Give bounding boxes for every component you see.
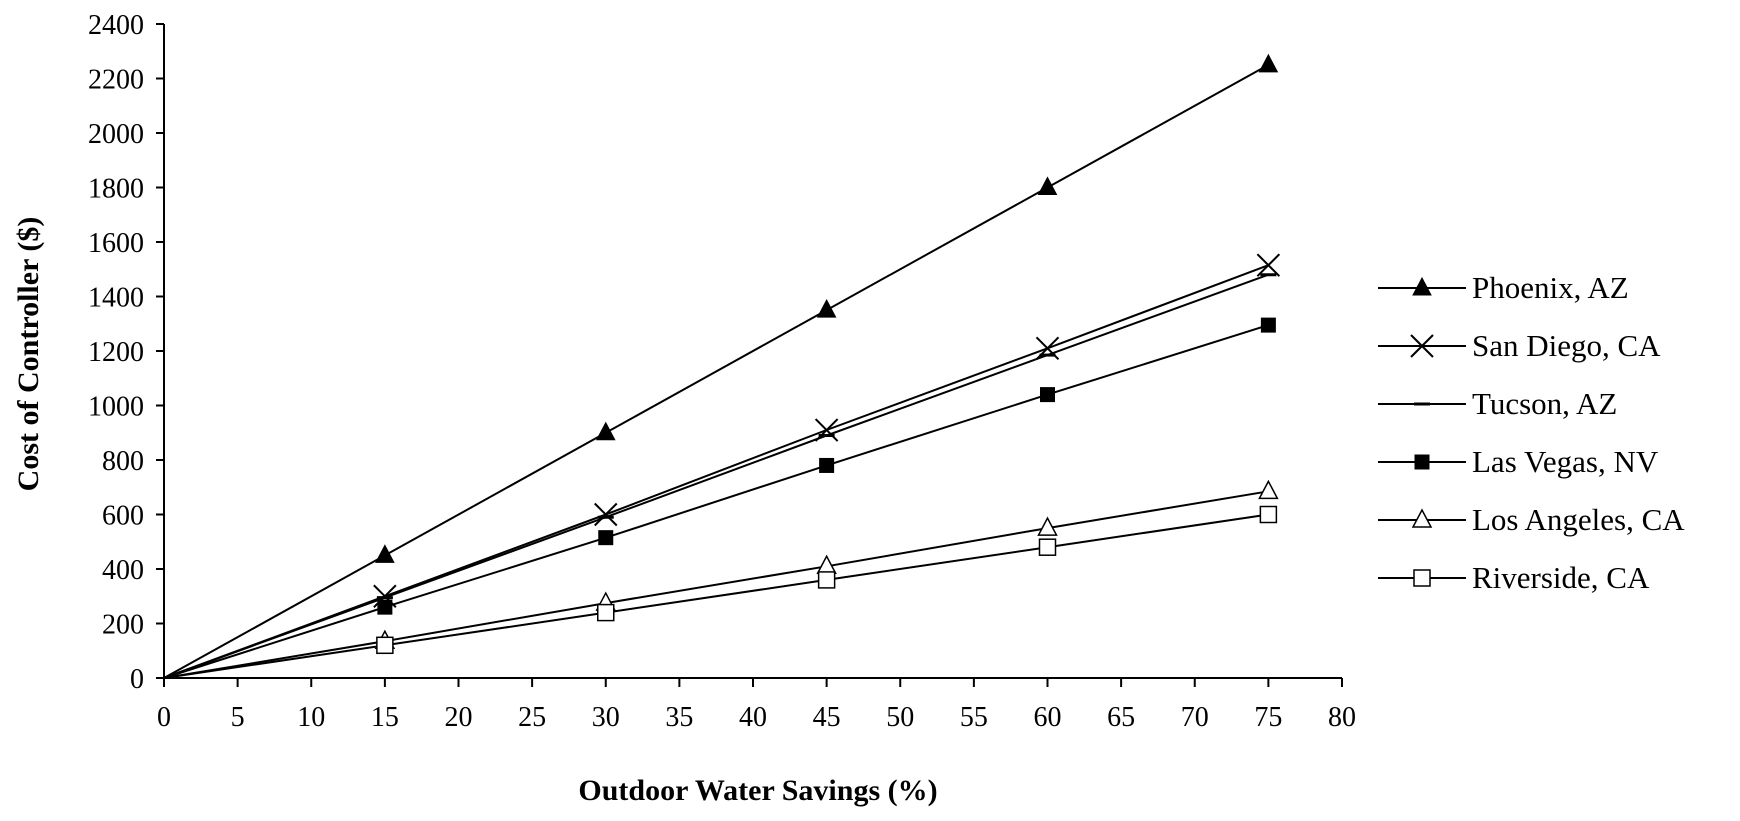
y-tick-label: 800	[102, 446, 144, 477]
y-tick-label: 1200	[88, 337, 144, 368]
y-tick-label: 1000	[88, 392, 144, 423]
x-tick-label: 50	[886, 702, 914, 733]
legend-item: Los Angeles, CA	[1378, 502, 1685, 537]
data-point	[1260, 317, 1276, 333]
data-point	[375, 544, 395, 563]
series-line-phoenix-az	[163, 64, 1269, 679]
series-line-san-diego-ca	[163, 264, 1269, 679]
legend-label: Phoenix, AZ	[1472, 270, 1629, 305]
legend-label: Riverside, CA	[1472, 560, 1650, 595]
series-line-riverside-ca	[163, 513, 1269, 679]
x-tick-label: 15	[371, 702, 399, 733]
y-tick-label: 0	[130, 664, 144, 695]
series-line-los-angeles-ca	[163, 490, 1269, 679]
y-tick-label: 2200	[88, 65, 144, 96]
x-tick-label: 5	[231, 702, 245, 733]
series-tucson-az	[163, 273, 1277, 679]
tick-labels: 0200400600800100012001400160018002000220…	[88, 10, 1356, 733]
legend-item: Phoenix, AZ	[1378, 270, 1629, 305]
legend-marker	[1414, 454, 1430, 470]
data-point	[1037, 516, 1058, 536]
series-lines	[163, 53, 1281, 679]
legend-label: San Diego, CA	[1472, 328, 1661, 363]
legend: Phoenix, AZ San Diego, CA Tucson, AZ Las Ve…	[1378, 270, 1685, 595]
x-tick-label: 20	[445, 702, 473, 733]
x-tick-label: 60	[1034, 702, 1062, 733]
legend-label: Tucson, AZ	[1472, 386, 1617, 421]
data-point	[598, 530, 614, 546]
data-point	[1038, 538, 1057, 556]
x-tick-label: 55	[960, 702, 988, 733]
x-tick-label: 65	[1107, 702, 1135, 733]
legend-item: San Diego, CA	[1378, 328, 1661, 363]
data-point	[1037, 176, 1058, 195]
legend-marker	[1411, 508, 1433, 528]
y-tick-label: 1400	[88, 283, 144, 314]
legend-item: Riverside, CA	[1378, 560, 1650, 595]
data-point	[1040, 387, 1055, 403]
data-point	[819, 457, 835, 473]
series-las-vegas-nv	[163, 317, 1276, 679]
data-point	[817, 571, 836, 589]
y-tick-label: 2000	[88, 119, 144, 150]
x-axis-title: Outdoor Water Savings (%)	[578, 774, 937, 807]
data-point	[377, 599, 393, 615]
legend-marker	[1413, 569, 1431, 587]
series-line-tucson-az	[163, 273, 1269, 679]
legend-marker	[1412, 276, 1432, 296]
data-point	[1259, 505, 1278, 524]
x-tick-label: 10	[297, 702, 325, 733]
data-point	[1258, 53, 1279, 73]
data-point	[816, 299, 837, 318]
series-los-angeles-ca	[163, 479, 1279, 679]
x-tick-label: 75	[1254, 702, 1282, 733]
series-riverside-ca	[163, 505, 1278, 679]
x-tick-label: 70	[1181, 702, 1209, 733]
x-tick-label: 40	[739, 702, 767, 733]
data-point	[1256, 253, 1281, 277]
y-tick-label: 400	[102, 555, 144, 586]
x-tick-label: 35	[665, 702, 693, 733]
series-san-diego-ca	[163, 253, 1281, 679]
legend-marker	[1410, 334, 1434, 358]
legend-item: Tucson, AZ	[1378, 386, 1617, 421]
y-tick-label: 1600	[88, 228, 144, 259]
x-tick-label: 25	[518, 702, 546, 733]
data-point	[594, 502, 618, 527]
data-point	[1258, 479, 1279, 500]
x-tick-label: 45	[813, 702, 841, 733]
x-tick-label: 30	[592, 702, 620, 733]
y-tick-label: 2400	[88, 10, 144, 41]
legend-label: Los Angeles, CA	[1472, 502, 1685, 537]
data-point	[597, 603, 615, 622]
data-point	[595, 421, 616, 441]
y-tick-label: 200	[102, 610, 144, 641]
x-tick-label: 0	[157, 702, 171, 733]
series-phoenix-az	[163, 53, 1279, 679]
legend-label: Las Vegas, NV	[1472, 444, 1659, 479]
y-tick-label: 600	[102, 501, 144, 532]
series-line-las-vegas-nv	[163, 324, 1269, 679]
axes	[156, 23, 1343, 687]
x-tick-label: 80	[1328, 702, 1356, 733]
data-point	[376, 636, 394, 655]
y-tick-label: 1800	[88, 174, 144, 205]
legend-item: Las Vegas, NV	[1378, 444, 1659, 479]
y-axis-title: Cost of Controller ($)	[12, 217, 45, 492]
